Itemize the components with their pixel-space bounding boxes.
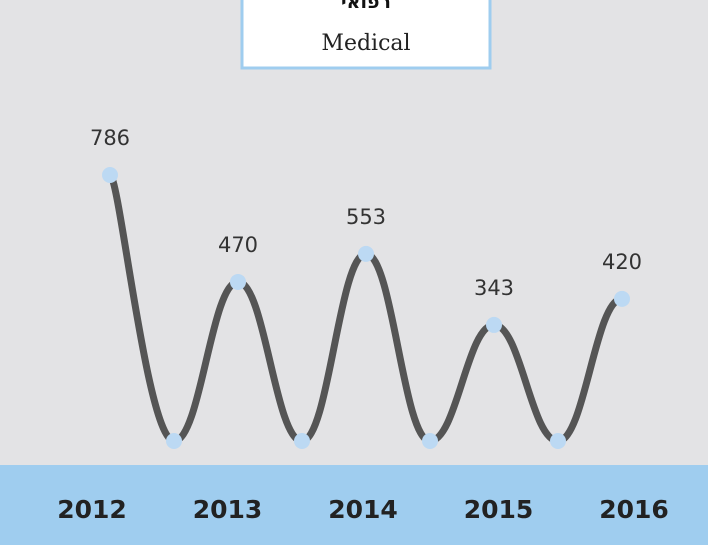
chart-subtitle: Medical <box>321 31 410 56</box>
point <box>486 316 502 333</box>
line <box>106 171 626 445</box>
value-label: 786 <box>90 126 130 150</box>
year-band <box>0 465 708 545</box>
value-label: 343 <box>474 276 514 300</box>
point <box>166 433 182 449</box>
value-label: 420 <box>602 250 642 274</box>
point <box>614 290 630 307</box>
title-box <box>240 0 492 70</box>
plot-background <box>0 0 708 465</box>
value-label: 553 <box>346 205 386 229</box>
x-tick-label: 2014 <box>328 495 398 524</box>
point <box>294 433 310 449</box>
x-tick-label: 2015 <box>464 495 534 524</box>
point <box>102 167 118 183</box>
chart-title: רפואי <box>341 0 391 13</box>
point <box>358 245 374 262</box>
x-tick-label: 2013 <box>193 495 263 524</box>
point <box>422 433 438 449</box>
x-tick-label: 2016 <box>599 495 669 524</box>
value-label: 470 <box>218 233 258 257</box>
point <box>550 433 566 449</box>
x-tick-label: 2012 <box>57 495 127 524</box>
point <box>230 273 246 290</box>
